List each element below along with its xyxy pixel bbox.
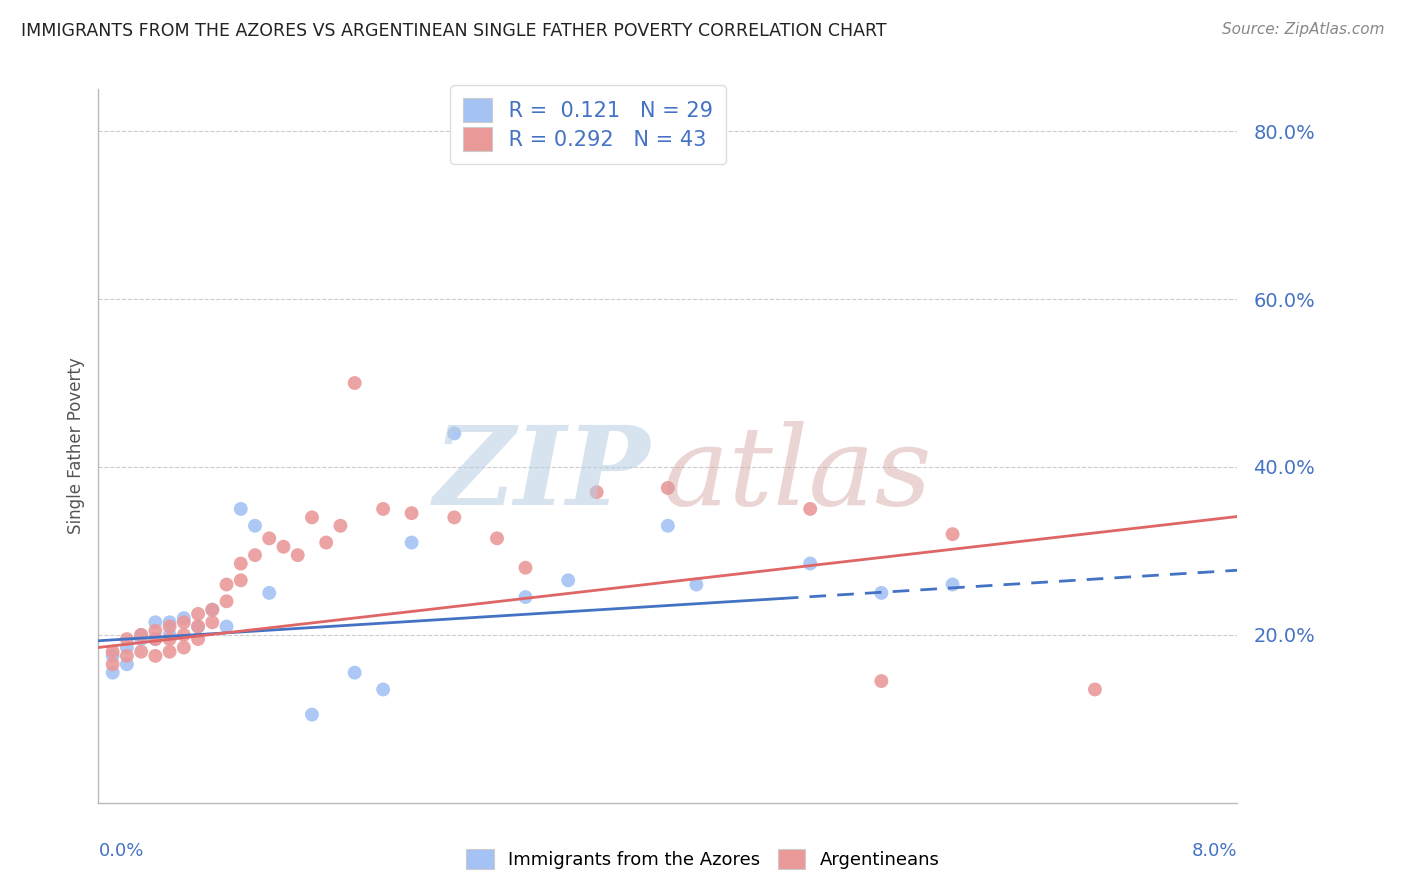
Point xyxy=(145,615,167,630)
Point xyxy=(870,674,893,689)
Point xyxy=(515,560,537,574)
Point xyxy=(401,535,423,549)
Point xyxy=(129,632,152,646)
Point xyxy=(215,619,238,633)
Point xyxy=(201,603,224,617)
Point xyxy=(101,657,124,672)
Point xyxy=(145,632,167,646)
Point xyxy=(145,648,167,663)
Point xyxy=(115,657,138,672)
Point xyxy=(229,502,252,516)
Point xyxy=(115,640,138,655)
Point xyxy=(942,577,965,591)
Point xyxy=(173,611,195,625)
Point xyxy=(159,615,181,630)
Point xyxy=(129,645,152,659)
Point xyxy=(243,518,266,533)
Legend: Immigrants from the Azores, Argentineans: Immigrants from the Azores, Argentineans xyxy=(457,839,949,879)
Point xyxy=(443,426,465,441)
Point xyxy=(315,535,337,549)
Point xyxy=(129,628,152,642)
Point xyxy=(187,632,209,646)
Point xyxy=(115,632,138,646)
Point xyxy=(657,518,679,533)
Point xyxy=(229,557,252,571)
Point xyxy=(173,640,195,655)
Point xyxy=(243,548,266,562)
Point xyxy=(115,648,138,663)
Point xyxy=(173,628,195,642)
Point xyxy=(443,510,465,524)
Point xyxy=(657,481,679,495)
Point xyxy=(301,510,323,524)
Point xyxy=(145,624,167,638)
Point xyxy=(259,586,281,600)
Point xyxy=(187,619,209,633)
Point xyxy=(557,574,579,588)
Point xyxy=(201,603,224,617)
Point xyxy=(173,615,195,630)
Text: IMMIGRANTS FROM THE AZORES VS ARGENTINEAN SINGLE FATHER POVERTY CORRELATION CHAR: IMMIGRANTS FROM THE AZORES VS ARGENTINEA… xyxy=(21,22,887,40)
Point xyxy=(685,577,707,591)
Point xyxy=(159,619,181,633)
Point xyxy=(799,502,821,516)
Point xyxy=(329,518,352,533)
Point xyxy=(486,532,509,546)
Point xyxy=(301,707,323,722)
Point xyxy=(187,607,209,621)
Point xyxy=(401,506,423,520)
Point xyxy=(942,527,965,541)
Point xyxy=(187,619,209,633)
Point xyxy=(201,615,224,630)
Legend:  R =  0.121   N = 29,  R = 0.292   N = 43: R = 0.121 N = 29, R = 0.292 N = 43 xyxy=(450,86,725,163)
Point xyxy=(259,532,281,546)
Point xyxy=(273,540,295,554)
Text: 8.0%: 8.0% xyxy=(1192,842,1237,860)
Point xyxy=(343,665,366,680)
Point xyxy=(101,645,124,659)
Point xyxy=(159,632,181,646)
Point xyxy=(371,502,394,516)
Text: Source: ZipAtlas.com: Source: ZipAtlas.com xyxy=(1222,22,1385,37)
Text: ZIP: ZIP xyxy=(434,421,651,528)
Text: atlas: atlas xyxy=(662,421,932,528)
Point xyxy=(870,586,893,600)
Point xyxy=(101,665,124,680)
Point xyxy=(371,682,394,697)
Point xyxy=(215,594,238,608)
Point xyxy=(145,632,167,646)
Point xyxy=(799,557,821,571)
Point xyxy=(129,628,152,642)
Point xyxy=(585,485,607,500)
Point xyxy=(101,648,124,663)
Point xyxy=(287,548,309,562)
Point xyxy=(159,628,181,642)
Text: 0.0%: 0.0% xyxy=(98,842,143,860)
Point xyxy=(229,574,252,588)
Point xyxy=(215,577,238,591)
Point xyxy=(159,645,181,659)
Point xyxy=(1084,682,1107,697)
Y-axis label: Single Father Poverty: Single Father Poverty xyxy=(66,358,84,534)
Point xyxy=(343,376,366,390)
Point xyxy=(515,590,537,604)
